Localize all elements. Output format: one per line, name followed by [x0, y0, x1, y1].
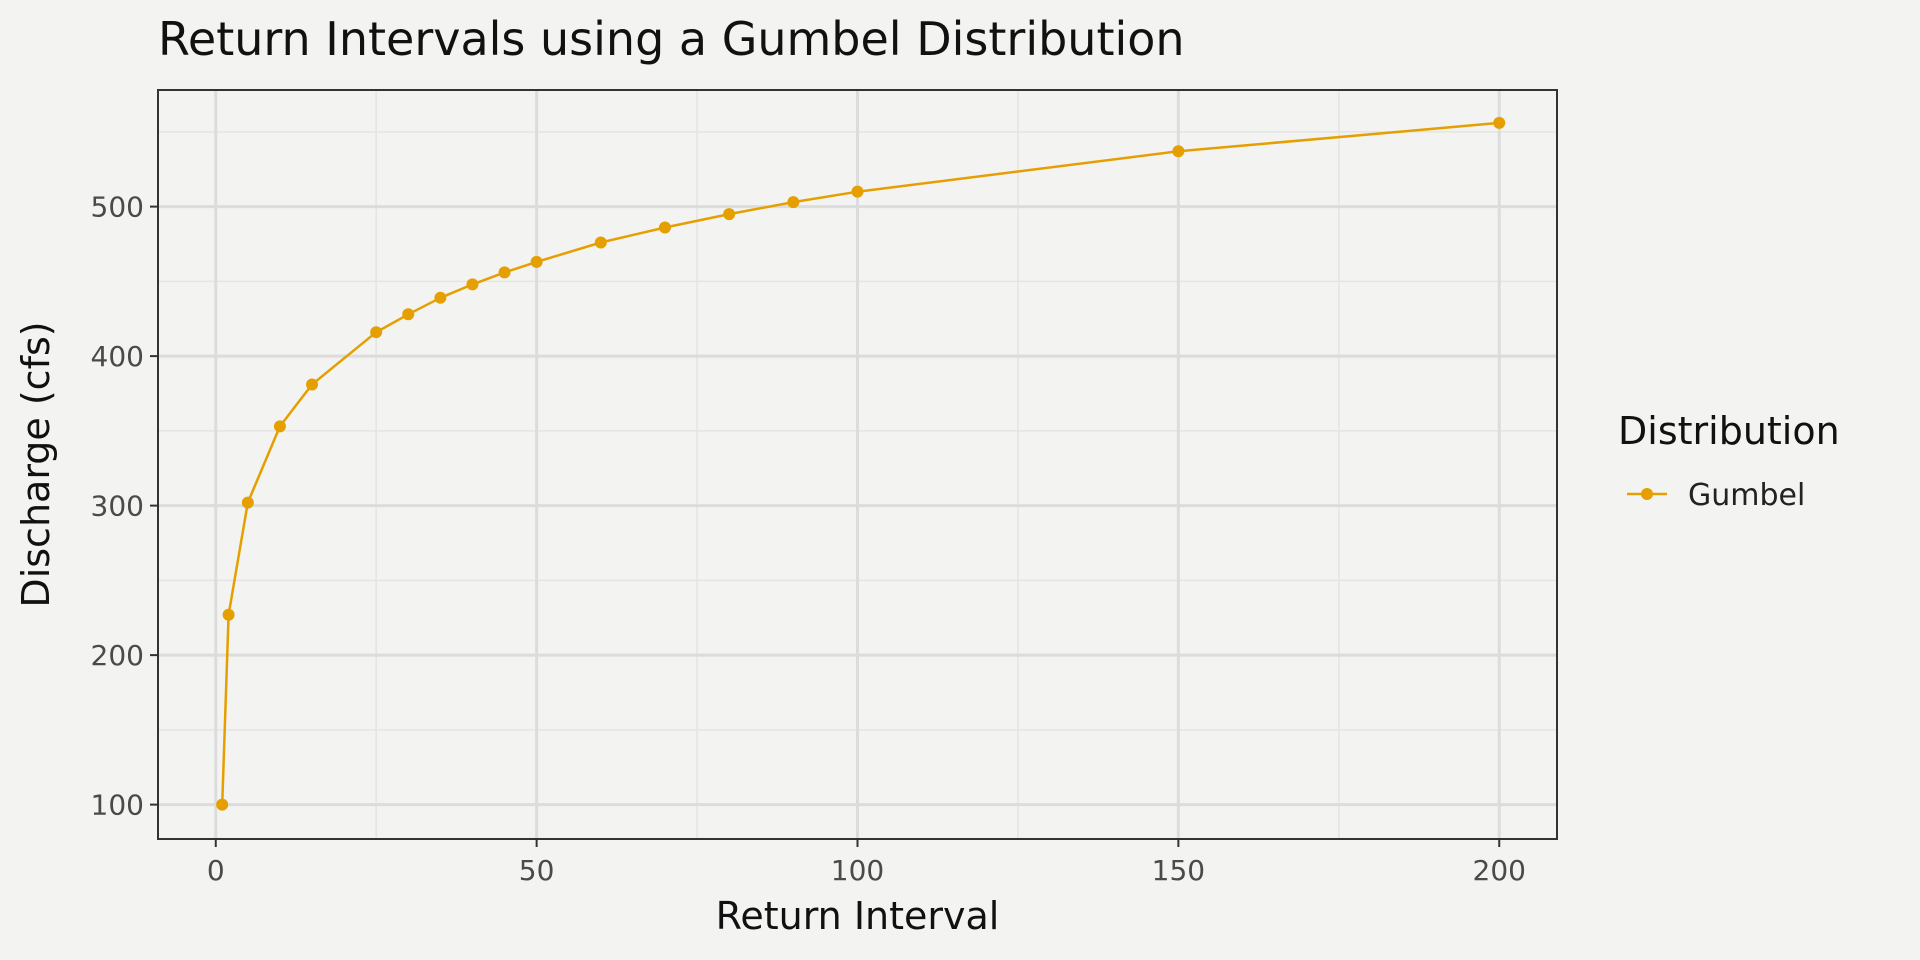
legend-title: Distribution	[1618, 409, 1840, 453]
legend-entry-gumbel: Gumbel	[1688, 478, 1805, 513]
data-point	[723, 208, 736, 221]
x-tick-label: 150	[1152, 854, 1205, 887]
data-point	[306, 378, 319, 391]
y-tick-label: 400	[91, 340, 144, 373]
chart-title: Return Intervals using a Gumbel Distribu…	[158, 12, 1185, 66]
data-point	[1172, 145, 1185, 158]
y-tick-label: 300	[91, 490, 144, 523]
y-tick-label: 100	[91, 789, 144, 822]
x-axis-title: Return Interval	[716, 894, 1000, 938]
x-tick-label: 50	[519, 854, 555, 887]
data-point	[594, 236, 607, 249]
y-tick-label: 500	[91, 191, 144, 224]
data-point	[466, 278, 479, 291]
data-point	[1493, 116, 1506, 129]
data-point	[434, 291, 447, 304]
series-line-gumbel	[220, 121, 1500, 805]
data-point	[241, 496, 254, 509]
data-point	[658, 221, 671, 234]
x-tick-label: 100	[831, 854, 884, 887]
series-layer	[216, 116, 1506, 811]
data-point	[273, 420, 286, 433]
data-point	[851, 185, 864, 198]
axis-ticks: 0 50 100 150 200 100 200 300 400 500	[91, 191, 1526, 887]
y-axis-title: Discharge (cfs)	[14, 321, 58, 607]
legend: Distribution Gumbel	[1618, 409, 1840, 513]
data-point	[530, 255, 543, 268]
data-point	[222, 608, 235, 621]
data-point	[216, 798, 229, 811]
data-point	[787, 196, 800, 209]
legend-key-point	[1641, 488, 1653, 500]
data-point	[370, 326, 383, 339]
x-tick-label: 200	[1473, 854, 1526, 887]
grid	[158, 90, 1557, 839]
data-point	[402, 308, 415, 321]
y-tick-label: 200	[91, 639, 144, 672]
data-point	[498, 266, 511, 279]
x-tick-label: 0	[207, 854, 225, 887]
